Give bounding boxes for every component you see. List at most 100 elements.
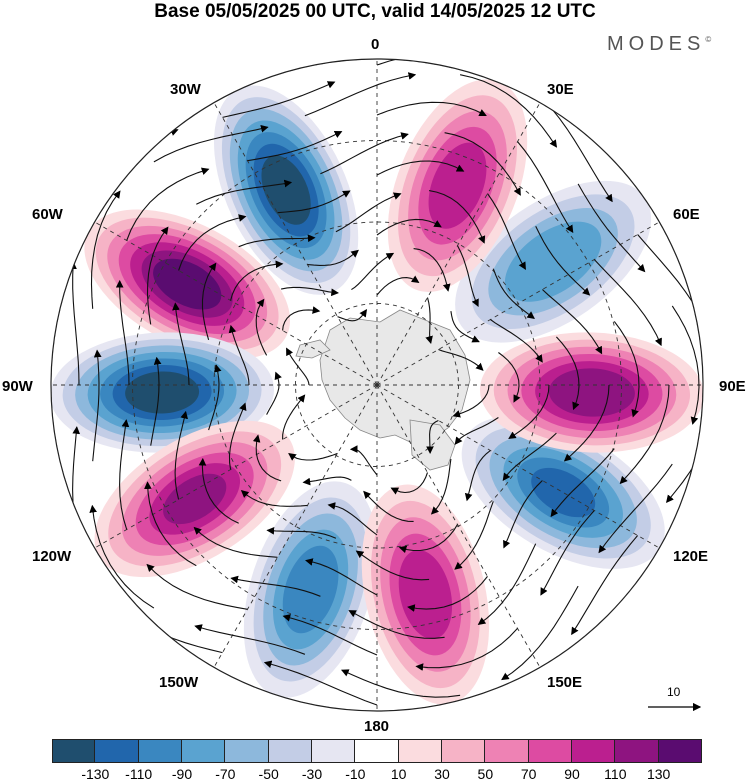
streamline: [503, 480, 543, 549]
streamline: [201, 262, 217, 341]
streamline: [153, 124, 269, 163]
lon-label-60e: 60E: [673, 206, 700, 223]
streamline: [282, 614, 378, 656]
anomaly-contour: [531, 467, 596, 518]
streamline: [492, 268, 535, 319]
streamline: [517, 141, 574, 234]
streamline: [363, 490, 414, 522]
colorbar-tick-label: 10: [390, 766, 407, 782]
streamline: [288, 452, 338, 461]
streamline: [280, 286, 339, 297]
streamline: [542, 289, 603, 355]
streamline: [304, 72, 417, 117]
colorbar-tick-label: -30: [301, 766, 323, 782]
anomaly-contour: [282, 545, 339, 634]
lon-label-150w: 150W: [159, 674, 199, 691]
colorbar-swatch: [268, 739, 312, 763]
streamline: [150, 356, 162, 446]
streamline: [444, 132, 521, 196]
colorbar-swatch: [485, 739, 529, 763]
streamline: [230, 575, 321, 597]
lon-label-150e: 150E: [547, 674, 583, 691]
colorbar-swatch: [225, 739, 269, 763]
streamline: [550, 448, 615, 518]
lon-label-90e: 90E: [719, 378, 746, 395]
colorbar-swatch: [52, 739, 96, 763]
colorbar-tick-label: 50: [477, 766, 494, 782]
streamline: [174, 410, 188, 500]
colorbar-tick-label: -70: [215, 766, 236, 782]
streamline: [335, 192, 402, 233]
streamline: [376, 101, 487, 117]
lon-label-30w: 30W: [170, 81, 201, 98]
meridian-line: [376, 102, 541, 386]
streamline: [252, 434, 282, 482]
streamline: [349, 445, 378, 476]
streamline: [277, 190, 351, 214]
streamline: [240, 489, 308, 507]
colorbar-swatch: [355, 739, 399, 763]
streamline: [263, 660, 378, 706]
colorbar-tick-label: -110: [125, 766, 153, 782]
streamline: [415, 628, 518, 671]
colorbar-swatch: [615, 739, 659, 763]
streamline: [228, 324, 250, 386]
anomaly-contour: [548, 368, 635, 417]
streamline: [115, 279, 130, 386]
streamline: [146, 563, 248, 610]
streamline: [398, 524, 458, 554]
streamline: [542, 97, 613, 203]
streamline: [255, 298, 268, 356]
streamline: [477, 543, 537, 625]
streamline: [452, 384, 490, 418]
streamline: [430, 458, 452, 515]
colorbar-tick-label: 90: [564, 766, 580, 782]
streamline: [535, 226, 591, 296]
anomaly-contour: [428, 142, 487, 229]
colorbar-tick-label: 130: [646, 766, 671, 782]
streamlines: [69, 59, 703, 711]
streamline: [327, 502, 378, 536]
streamline: [450, 311, 480, 343]
streamline: [126, 167, 210, 241]
streamline: [146, 226, 169, 325]
streamline: [613, 321, 640, 418]
streamline: [208, 364, 222, 431]
streamline: [563, 384, 610, 462]
streamline: [355, 550, 430, 581]
colorbar-swatch: [312, 739, 356, 763]
streamline: [144, 481, 197, 567]
streamline: [90, 190, 121, 309]
streamline: [198, 457, 239, 524]
colorbar-tick-label: -50: [258, 766, 279, 782]
colorbar-tick-label: -90: [171, 766, 193, 782]
streamline: [348, 610, 445, 639]
streamline: [266, 371, 282, 415]
colorbar-swatch: [138, 739, 182, 763]
streamline: [425, 297, 433, 344]
streamline: [438, 348, 484, 371]
streamline: [282, 394, 306, 440]
colorbar-swatch: [182, 739, 226, 763]
colorbar-frame: [52, 739, 702, 763]
streamline: [376, 218, 442, 236]
streamline: [266, 526, 337, 539]
meridian-line: [213, 384, 378, 668]
streamline: [194, 624, 306, 655]
reference-vector-label: 10: [667, 685, 681, 699]
colorbar-tick-label: 110: [604, 766, 627, 782]
streamline: [508, 384, 550, 440]
streamline: [196, 179, 293, 205]
streamline: [340, 669, 461, 698]
lon-label-120w: 120W: [32, 548, 72, 565]
streamline: [498, 352, 521, 403]
streamline: [89, 504, 155, 609]
streamline: [305, 558, 378, 596]
streamline: [351, 252, 395, 291]
streamline: [454, 501, 494, 570]
meridian-line: [376, 384, 660, 549]
meridian-line: [94, 221, 378, 386]
streamline: [286, 347, 310, 386]
streamline: [178, 214, 247, 271]
